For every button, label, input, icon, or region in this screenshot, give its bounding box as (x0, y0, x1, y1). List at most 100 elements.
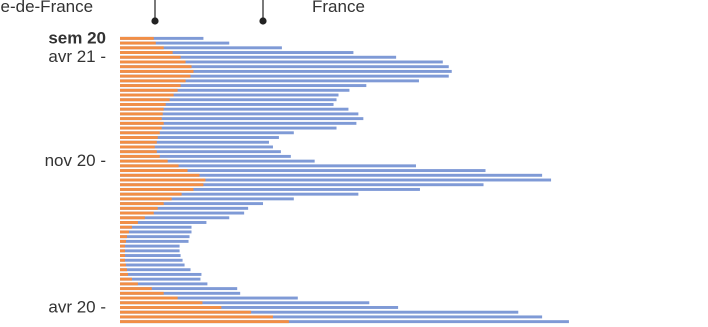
bar-ile-de-france-47 (120, 258, 125, 262)
bar-ile-de-france-39 (120, 221, 138, 224)
bar-ile-de-france-24 (120, 150, 157, 154)
y-tick-label-0: sem 20 (48, 28, 106, 47)
bar-france-48 (120, 263, 185, 267)
bar-ile-de-france-56 (120, 301, 203, 305)
legend: Île-de-France France (0, 0, 365, 25)
bar-ile-de-france-59 (120, 315, 273, 319)
bar-france-54 (120, 291, 241, 295)
bar-ile-de-france-8 (120, 74, 191, 78)
bar-france-33 (120, 192, 359, 196)
bar-france-4 (120, 55, 397, 59)
legend-label-france: France (312, 0, 365, 16)
bar-ile-de-france-50 (120, 272, 128, 276)
bar-france-31 (120, 183, 484, 187)
bar-france-25 (120, 154, 291, 158)
bar-france-44 (120, 244, 180, 248)
bar-france-55 (120, 296, 298, 300)
bar-ile-de-france-9 (120, 79, 186, 83)
bar-france-29 (120, 173, 543, 177)
bar-france-41 (120, 230, 192, 234)
y-tick-label-2: nov 20 - (45, 151, 106, 170)
bar-france-14 (120, 103, 334, 106)
bar-ile-de-france-37 (120, 211, 154, 215)
bar-ile-de-france-13 (120, 98, 170, 102)
bar-ile-de-france-57 (120, 306, 222, 309)
legend-label-ile-de-france: Île-de-France (0, 0, 93, 16)
bar-ile-de-france-36 (120, 206, 158, 210)
bar-france-50 (120, 272, 202, 276)
bar-ile-de-france-2 (120, 46, 164, 50)
bar-france-18 (120, 121, 357, 125)
bar-france-36 (120, 206, 249, 210)
bar-france-22 (120, 140, 269, 144)
bar-ile-de-france-22 (120, 140, 157, 144)
bar-ile-de-france-55 (120, 296, 178, 300)
bar-ile-de-france-45 (120, 249, 125, 253)
bar-france-8 (120, 74, 449, 78)
bar-ile-de-france-4 (120, 55, 181, 59)
bar-france-49 (120, 268, 191, 272)
bar-ile-de-france-49 (120, 268, 127, 272)
bar-ile-de-france-46 (120, 254, 125, 258)
bar-france-0 (120, 36, 204, 40)
bar-france-27 (120, 164, 416, 168)
bar-ile-de-france-12 (120, 93, 174, 97)
bar-france-51 (120, 277, 201, 281)
bar-ile-de-france-48 (120, 263, 126, 267)
bar-ile-de-france-31 (120, 183, 204, 187)
bar-ile-de-france-23 (120, 145, 155, 149)
bar-france-43 (120, 239, 189, 243)
bar-ile-de-france-44 (120, 244, 125, 248)
bar-ile-de-france-35 (120, 202, 164, 206)
bar-ile-de-france-0 (120, 36, 154, 40)
bar-france-1 (120, 41, 230, 45)
bar-ile-de-france-33 (120, 192, 182, 196)
bar-france-46 (120, 254, 181, 258)
bar-ile-de-france-28 (120, 169, 188, 173)
bar-ile-de-france-29 (120, 173, 200, 177)
bar-ile-de-france-51 (120, 277, 132, 281)
bar-france-35 (120, 202, 264, 206)
bar-ile-de-france-7 (120, 69, 194, 73)
bar-france-53 (120, 287, 238, 291)
bar-ile-de-france-34 (120, 197, 172, 201)
bar-ile-de-france-21 (120, 136, 158, 139)
bar-ile-de-france-52 (120, 282, 138, 286)
bar-ile-de-france-15 (120, 107, 164, 111)
bar-ile-de-france-26 (120, 159, 168, 163)
bar-france-19 (120, 126, 337, 130)
bar-france-38 (120, 216, 230, 220)
bar-ile-de-france-30 (120, 178, 206, 182)
bar-france-30 (120, 178, 552, 182)
bar-ile-de-france-5 (120, 60, 186, 64)
bar-ile-de-france-6 (120, 65, 192, 69)
bar-ile-de-france-58 (120, 310, 252, 314)
bar-ile-de-france-32 (120, 187, 194, 191)
bar-france-56 (120, 301, 370, 305)
bar-france-15 (120, 107, 349, 111)
bar-ile-de-france-27 (120, 164, 179, 168)
legend-pointer-dot-ile-de-france (151, 17, 159, 25)
bar-ile-de-france-1 (120, 41, 156, 45)
y-tick-label-1: avr 21 - (48, 47, 106, 66)
bar-ile-de-france-60 (120, 320, 289, 324)
bar-ile-de-france-40 (120, 225, 132, 229)
bar-france-13 (120, 98, 337, 102)
bar-france-28 (120, 169, 486, 173)
bar-france-6 (120, 65, 449, 69)
bar-ile-de-france-18 (120, 121, 164, 125)
bar-ile-de-france-54 (120, 291, 164, 295)
bar-france-23 (120, 145, 273, 149)
bar-ile-de-france-43 (120, 239, 126, 243)
bar-ile-de-france-42 (120, 235, 127, 239)
bar-ile-de-france-11 (120, 88, 178, 92)
bar-france-42 (120, 235, 190, 239)
bar-france-20 (120, 131, 294, 135)
bar-france-47 (120, 258, 183, 262)
bar-ile-de-france-3 (120, 51, 173, 54)
bar-ile-de-france-20 (120, 131, 160, 135)
bar-ile-de-france-17 (120, 117, 162, 121)
bar-ile-de-france-25 (120, 154, 160, 158)
